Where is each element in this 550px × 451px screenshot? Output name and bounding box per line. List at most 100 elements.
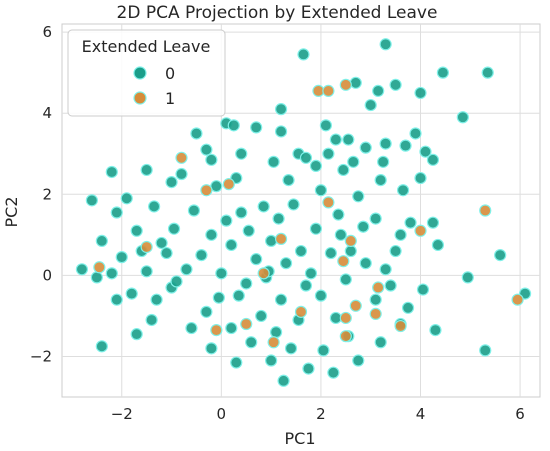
scatter-point-series-0 — [75, 263, 89, 276]
scatter-point-series-0 — [317, 344, 330, 357]
x-tick-label: 6 — [515, 405, 525, 423]
legend-marker-1 — [133, 91, 147, 105]
scatter-point-series-1 — [339, 330, 352, 343]
scatter-point-series-1 — [349, 299, 362, 312]
scatter-point-series-0 — [105, 165, 118, 179]
scatter-point-series-0 — [359, 257, 372, 270]
scatter-point-series-0 — [232, 289, 245, 302]
scatter-point-series-0 — [155, 236, 168, 250]
scatter-point-series-0 — [242, 224, 255, 237]
scatter-point-series-0 — [282, 173, 295, 187]
scatter-point-series-0 — [225, 321, 238, 335]
scatter-point-series-0 — [359, 141, 372, 154]
scatter-point-series-0 — [337, 163, 350, 177]
scatter-point-series-0 — [110, 206, 123, 219]
scatter-point-series-0 — [327, 366, 340, 379]
scatter-point-series-0 — [90, 271, 103, 284]
scatter-point-series-1 — [344, 234, 357, 248]
scatter-point-series-0 — [309, 159, 323, 173]
scatter-point-series-0 — [190, 127, 203, 140]
scatter-point-series-0 — [274, 125, 288, 138]
scatter-point-series-0 — [200, 305, 213, 318]
scatter-point-series-0 — [314, 289, 328, 302]
scatter-point-series-0 — [267, 155, 280, 168]
scatter-point-series-0 — [314, 184, 328, 197]
scatter-point-series-0 — [160, 246, 173, 260]
scatter-point-series-0 — [257, 200, 270, 213]
scatter-point-series-1 — [93, 261, 106, 274]
scatter-point-series-0 — [357, 220, 370, 233]
x-tick-label: 2 — [316, 405, 326, 423]
scatter-point-series-1 — [339, 311, 352, 325]
x-axis-label: PC1 — [285, 429, 316, 448]
scatter-point-series-0 — [396, 184, 410, 197]
scatter-point-series-0 — [180, 263, 193, 276]
scatter-point-series-0 — [329, 133, 342, 146]
scatter-point-series-0 — [414, 171, 427, 185]
scatter-point-series-0 — [297, 48, 310, 61]
scatter-point-series-0 — [369, 212, 382, 225]
scatter-point-series-0 — [419, 145, 432, 158]
scatter-point-series-0 — [227, 119, 240, 132]
scatter-point-series-0 — [299, 151, 313, 164]
scatter-point-series-0 — [145, 313, 158, 327]
scatter-point-series-0 — [235, 147, 248, 160]
scatter-point-series-0 — [287, 198, 300, 211]
scatter-point-series-1 — [210, 324, 223, 337]
scatter-point-series-0 — [352, 190, 365, 203]
scatter-point-series-1 — [294, 305, 308, 318]
scatter-point-series-1 — [175, 151, 188, 164]
scatter-point-series-0 — [429, 324, 442, 337]
scatter-point-series-0 — [456, 111, 469, 124]
scatter-point-series-0 — [110, 293, 123, 306]
scatter-point-series-0 — [277, 374, 290, 387]
scatter-point-series-1 — [369, 307, 382, 320]
scatter-point-series-0 — [329, 311, 342, 325]
scatter-point-series-0 — [212, 291, 225, 304]
scatter-point-series-0 — [274, 103, 288, 116]
scatter-point-series-0 — [205, 342, 218, 355]
legend-label-1: 1 — [165, 89, 175, 108]
scatter-point-series-1 — [322, 84, 335, 97]
x-tick-label: 0 — [217, 405, 227, 423]
scatter-point-series-0 — [140, 163, 153, 177]
scatter-point-series-0 — [270, 326, 283, 339]
y-tick-label: 2 — [42, 185, 52, 203]
scatter-point-series-0 — [369, 293, 382, 306]
scatter-point-series-0 — [170, 275, 183, 288]
y-tick-labels: −2 0 2 4 6 — [30, 23, 52, 365]
y-tick-label: 0 — [42, 266, 52, 284]
scatter-point-series-0 — [265, 354, 278, 367]
scatter-point-series-0 — [240, 277, 253, 290]
scatter-point-series-0 — [399, 139, 412, 152]
y-axis-label: PC2 — [2, 197, 21, 228]
scatter-point-series-1 — [372, 281, 385, 294]
scatter-point-series-1 — [394, 319, 407, 333]
legend-label-0: 0 — [165, 64, 175, 83]
scatter-point-series-0 — [115, 251, 128, 264]
scatter-point-series-1 — [267, 336, 280, 349]
scatter-point-series-0 — [148, 200, 161, 213]
legend-title: Extended Leave — [82, 37, 211, 56]
scatter-point-series-1 — [140, 240, 153, 254]
scatter-point-series-0 — [250, 121, 263, 134]
scatter-point-series-0 — [436, 66, 450, 79]
scatter-point-series-0 — [165, 176, 178, 189]
scatter-point-series-1 — [511, 293, 524, 306]
scatter-point-series-0 — [374, 336, 387, 349]
scatter-point-series-0 — [322, 147, 335, 160]
scatter-point-series-0 — [274, 293, 288, 306]
scatter-point-series-0 — [401, 301, 415, 314]
x-tick-labels: −2 0 2 4 6 — [111, 405, 525, 423]
y-tick-label: 6 — [42, 23, 52, 41]
scatter-point-series-1 — [200, 184, 213, 197]
scatter-point-series-0 — [250, 253, 263, 266]
scatter-point-series-0 — [332, 208, 345, 221]
scatter-point-series-0 — [431, 238, 445, 252]
scatter-point-series-0 — [409, 127, 422, 140]
scatter-point-series-0 — [377, 155, 390, 168]
scatter-point-series-0 — [416, 283, 430, 296]
scatter-point-series-1 — [479, 204, 492, 217]
scatter-point-series-0 — [324, 246, 337, 260]
